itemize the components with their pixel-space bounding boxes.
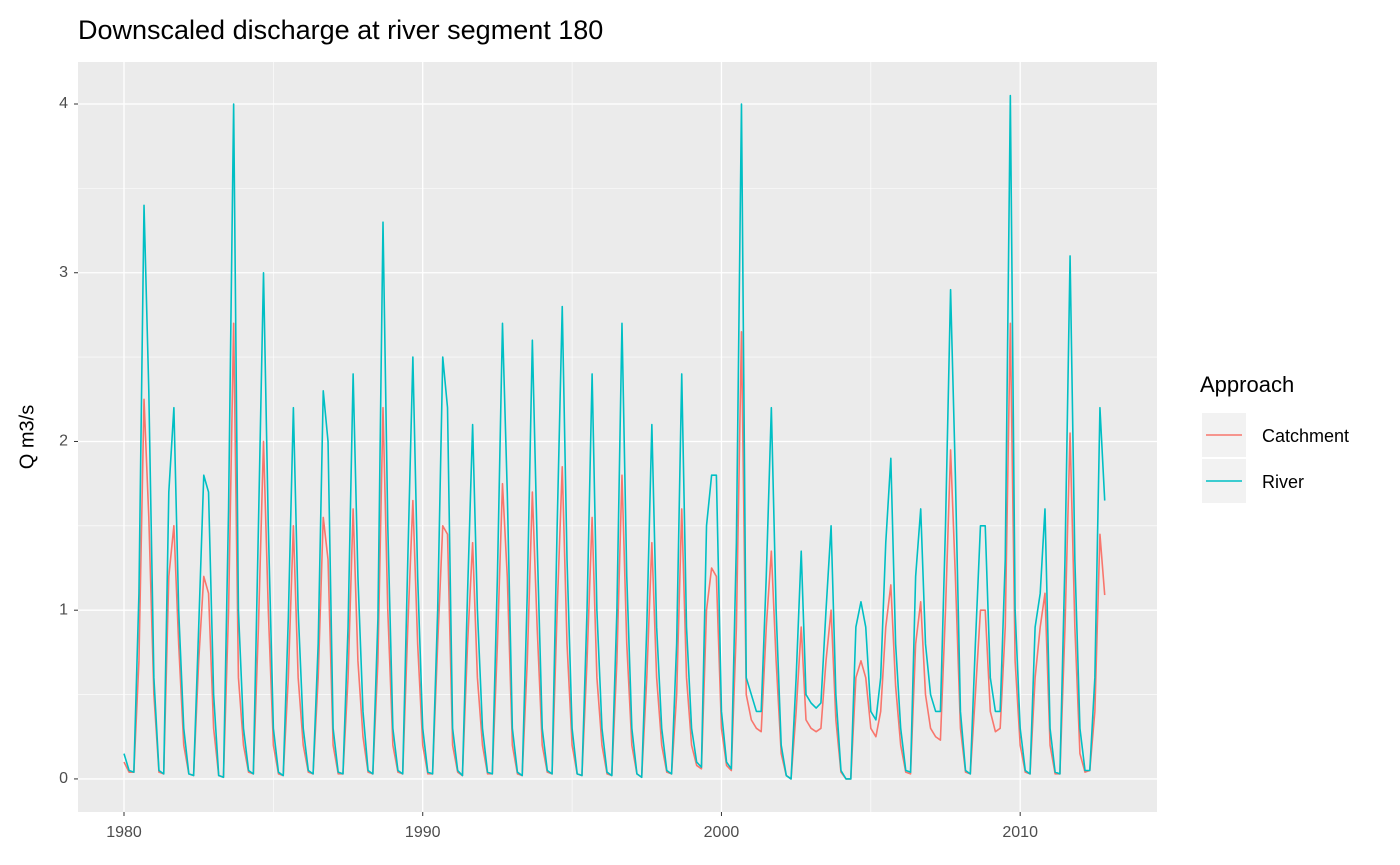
chart-title: Downscaled discharge at river segment 18…: [78, 15, 603, 45]
legend-label: Catchment: [1262, 426, 1349, 446]
legend-title: Approach: [1200, 372, 1294, 397]
legend-label: River: [1262, 472, 1304, 492]
x-tick-label: 1980: [106, 824, 142, 841]
y-tick-label: 1: [59, 601, 68, 618]
plot-panel: [78, 62, 1157, 812]
y-axis-label: Q m3/s: [16, 405, 38, 469]
x-tick-label: 1990: [405, 824, 441, 841]
x-tick-label: 2000: [704, 824, 740, 841]
y-tick-label: 3: [59, 264, 68, 281]
x-tick-label: 2010: [1002, 824, 1038, 841]
y-tick-label: 0: [59, 770, 68, 787]
series-line: [123, 94, 1106, 780]
y-tick-label: 4: [59, 95, 68, 112]
y-tick-label: 2: [59, 433, 68, 450]
